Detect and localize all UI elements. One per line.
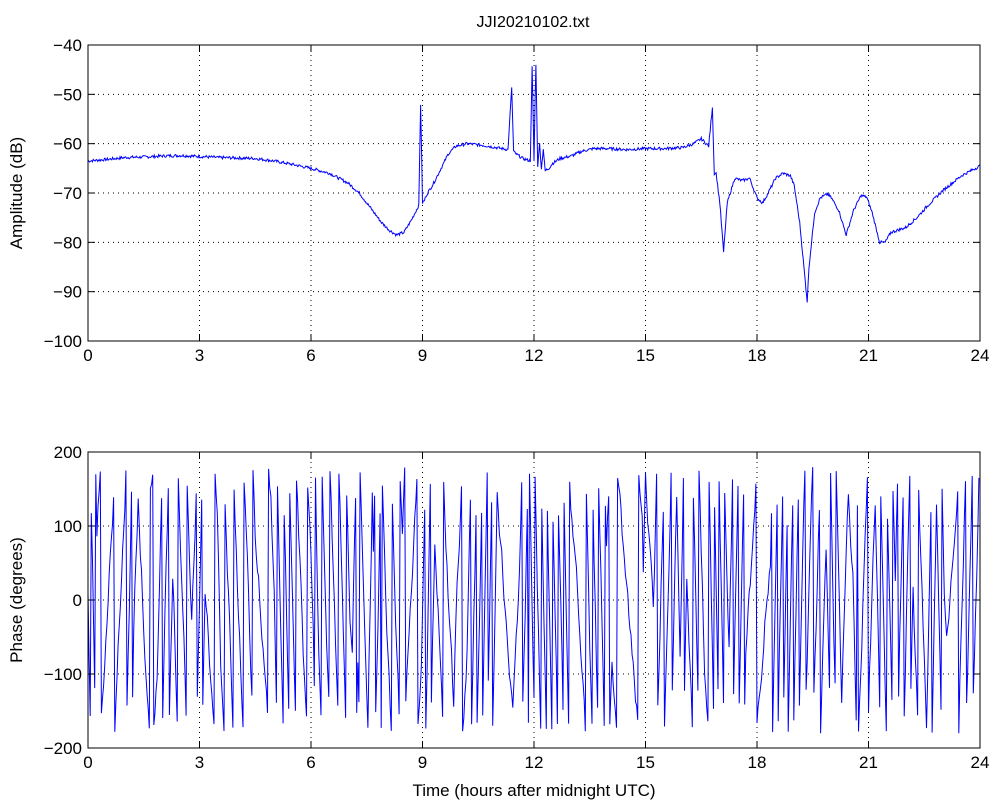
x-tick-label: 21	[859, 346, 878, 365]
amplitude-y-label: Amplitude (dB)	[7, 137, 26, 249]
chart-title: JJI20210102.txt	[477, 14, 591, 31]
x-tick-label: 18	[748, 753, 767, 772]
x-tick-label: 15	[636, 753, 655, 772]
x-tick-label: 0	[83, 346, 92, 365]
amplitude-series	[87, 64, 981, 303]
y-tick-label: −60	[53, 135, 82, 154]
y-tick-label: −100	[44, 332, 82, 351]
x-tick-label: 12	[525, 753, 544, 772]
phase-axes: 0 3 6 9 12 15 18 21 24 −200 −100 0 100 200 Phase (deg…	[7, 443, 989, 800]
amplitude-line	[87, 64, 981, 303]
amplitude-ticks: 0 3 6 9 12 15 18 21 24 −100 −90 −80 −70 −60 −50 −40	[44, 36, 990, 365]
phase-series	[87, 467, 980, 734]
x-tick-label: 9	[418, 753, 427, 772]
x-tick-label: 24	[971, 346, 990, 365]
x-tick-label: 18	[748, 346, 767, 365]
x-tick-label: 12	[525, 346, 544, 365]
y-tick-label: −100	[44, 665, 82, 684]
y-tick-label: −70	[53, 184, 82, 203]
phase-ticks: 0 3 6 9 12 15 18 21 24 −200 −100 0 100 200	[44, 443, 990, 772]
x-tick-label: 3	[195, 346, 204, 365]
x-tick-label: 24	[971, 753, 990, 772]
x-tick-label: 15	[636, 346, 655, 365]
amplitude-axes: 0 3 6 9 12 15 18 21 24 −100 −90 −80 −70 −60 −50 −40 Amp…	[7, 36, 989, 365]
phase-x-label: Time (hours after midnight UTC)	[412, 781, 655, 800]
y-tick-label: −90	[53, 283, 82, 302]
x-tick-label: 6	[306, 346, 315, 365]
phase-line	[87, 467, 980, 734]
x-tick-label: 6	[306, 753, 315, 772]
x-tick-label: 3	[195, 753, 204, 772]
y-tick-label: −40	[53, 36, 82, 55]
y-tick-label: 200	[54, 443, 82, 462]
y-tick-label: −50	[53, 85, 82, 104]
x-tick-label: 0	[83, 753, 92, 772]
phase-y-label: Phase (degrees)	[7, 537, 26, 663]
y-tick-label: 0	[73, 591, 82, 610]
y-tick-label: −200	[44, 739, 82, 758]
x-tick-label: 9	[418, 346, 427, 365]
x-tick-label: 21	[859, 753, 878, 772]
y-tick-label: 100	[54, 517, 82, 536]
y-tick-label: −80	[53, 233, 82, 252]
